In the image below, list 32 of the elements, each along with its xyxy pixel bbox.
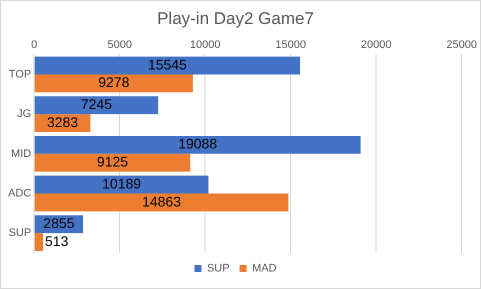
y-tick-label: JG (17, 108, 32, 120)
chart-title: Play-in Day2 Game7 (157, 8, 314, 28)
legend-label: MAD (252, 262, 277, 275)
x-tick-label: 10000 (190, 39, 221, 52)
bar (34, 176, 208, 194)
bar (34, 136, 361, 154)
data-label: 10189 (102, 175, 142, 192)
data-label: 19088 (178, 136, 218, 152)
bar (34, 74, 193, 92)
x-tick-label: 15000 (275, 39, 306, 52)
data-label: 3283 (46, 114, 78, 130)
data-label: 15545 (148, 56, 188, 72)
x-tick-label: 25000 (446, 39, 478, 52)
legend-label: SUP (206, 262, 230, 275)
data-label: 9125 (96, 154, 128, 170)
y-tick-label: MID (11, 148, 32, 160)
data-label: 7245 (80, 96, 112, 112)
y-tick-label: TOP (8, 68, 32, 80)
bar (34, 56, 300, 74)
y-tick-label: SUP (8, 227, 32, 240)
data-label: 2855 (43, 215, 75, 232)
x-tick-label: 5000 (107, 39, 132, 52)
x-tick-label: 0 (31, 39, 38, 52)
bar (34, 233, 43, 252)
data-label: 14863 (142, 193, 182, 210)
bar (34, 96, 158, 114)
bar (34, 154, 190, 172)
data-label: 9278 (98, 74, 130, 90)
bar (34, 193, 288, 212)
x-tick-label: 20000 (360, 39, 392, 52)
y-tick-label: ADC (8, 188, 32, 200)
data-label: 513 (44, 232, 69, 249)
